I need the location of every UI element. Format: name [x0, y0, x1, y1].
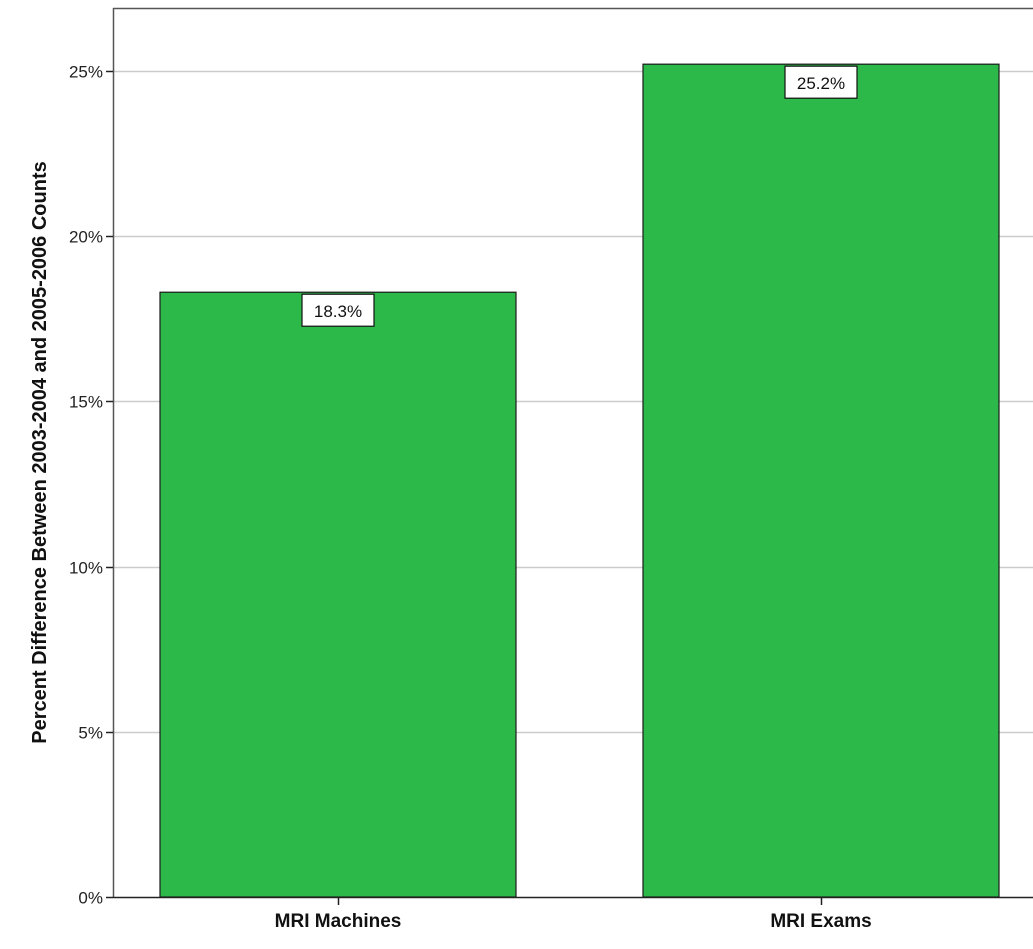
value-label: 18.3% [301, 293, 375, 327]
y-tick-label: 5% [78, 724, 103, 743]
y-tick-label: 0% [78, 889, 103, 908]
y-tick-label: 25% [69, 63, 103, 82]
axes [112, 7, 1033, 899]
x-category-label: MRI Machines [275, 911, 402, 932]
value-label: 25.2% [784, 65, 858, 99]
value-label-text: 25.2% [797, 74, 845, 93]
x-category-labels: MRI Machines MRI Exams [275, 897, 872, 932]
y-tick-label: 15% [69, 393, 103, 412]
x-category-label: MRI Exams [770, 911, 871, 932]
bars [159, 63, 1000, 898]
value-label-text: 18.3% [314, 302, 362, 321]
value-label-box [301, 293, 375, 327]
y-ticks: 0% 5% 10% 15% 20% 25% [69, 63, 113, 908]
y-tick-label: 10% [69, 559, 103, 578]
bar [159, 291, 517, 898]
y-tick-label: 20% [69, 228, 103, 247]
y-axis-title: Percent Difference Between 2003-2004 and… [29, 161, 51, 744]
value-label-box [784, 65, 858, 99]
bar [642, 63, 1000, 898]
value-labels: 18.3% 25.2% [301, 65, 858, 327]
